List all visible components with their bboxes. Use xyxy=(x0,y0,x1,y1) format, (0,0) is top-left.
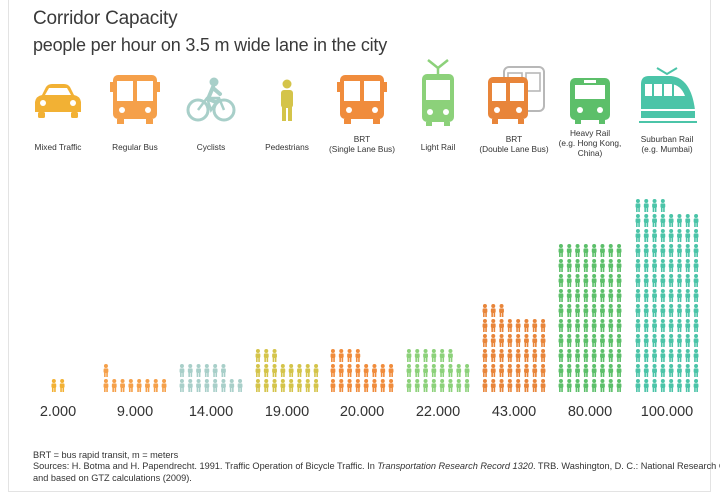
value-label: 100.000 xyxy=(641,404,693,420)
value-label: 20.000 xyxy=(340,404,384,420)
bar-persons xyxy=(406,349,470,392)
sources-prefix: Sources: H. Botma and H. Papendrecht. 19… xyxy=(33,461,378,472)
chart-notes: BRT = bus rapid transit, m = meters Sour… xyxy=(33,450,720,484)
sources-line-1: Sources: H. Botma and H. Papendrecht. 19… xyxy=(33,461,720,472)
bar-persons xyxy=(558,244,622,392)
bar-persons xyxy=(51,379,65,392)
bar-persons xyxy=(482,304,546,392)
category-label: Heavy Rail (e.g. Hong Kong, China) xyxy=(559,128,622,158)
category-label: Cyclists xyxy=(197,142,226,152)
chart-subtitle: people per hour on 3.5 m wide lane in th… xyxy=(33,35,388,55)
bicycle-icon xyxy=(186,77,236,122)
bus-icon xyxy=(110,75,160,124)
footnote: BRT = bus rapid transit, m = meters xyxy=(33,450,179,460)
value-label: 14.000 xyxy=(189,404,233,420)
pedestrian-icon xyxy=(281,79,293,121)
value-label: 80.000 xyxy=(568,404,612,420)
value-label: 19.000 xyxy=(265,404,309,420)
value-label: 43.000 xyxy=(492,404,536,420)
category-label: Light Rail xyxy=(421,142,456,152)
category-label: Suburban Rail (e.g. Mumbai) xyxy=(641,134,694,154)
tram-icon xyxy=(422,59,454,126)
metro-icon xyxy=(570,78,610,124)
category-label: BRT (Single Lane Bus) xyxy=(329,134,395,154)
sources-italic: Transportation Research Record 1320 xyxy=(377,461,533,472)
bar-persons xyxy=(255,349,319,392)
bar-persons xyxy=(103,364,167,392)
car-icon xyxy=(35,84,81,118)
value-label: 9.000 xyxy=(117,404,153,420)
chart-frame xyxy=(8,0,711,492)
bus-icon xyxy=(337,75,387,124)
train-icon xyxy=(639,67,697,123)
sources-line-2: and based on GTZ calculations (2009). xyxy=(33,472,192,483)
bar-persons xyxy=(635,199,699,392)
value-label: 22.000 xyxy=(416,404,460,420)
value-label: 2.000 xyxy=(40,404,76,420)
category-label: Regular Bus xyxy=(112,142,158,152)
bar-persons xyxy=(179,364,243,392)
chart-title: Corridor Capacity xyxy=(33,8,178,29)
category-label: Pedestrians xyxy=(265,142,309,152)
category-label: BRT (Double Lane Bus) xyxy=(479,134,548,154)
bar-persons xyxy=(330,349,394,392)
sources-suffix: . TRB. Washington, D. C.: National Resea… xyxy=(532,461,720,472)
category-label: Mixed Traffic xyxy=(35,142,82,152)
double-bus-icon xyxy=(488,66,545,124)
